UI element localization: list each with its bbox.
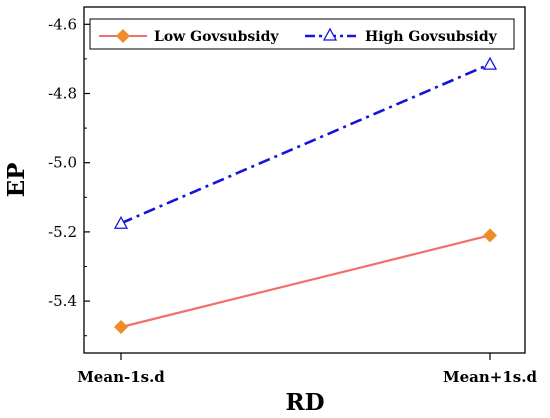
x-tick-label: Mean+1s.d <box>443 368 537 386</box>
series-line-1 <box>120 62 491 225</box>
series-layer <box>113 56 498 335</box>
y-axis: -5.4 -5.2 -5.0 -4.8 -4.6 <box>48 15 90 337</box>
y-tick-label: -5.4 <box>48 292 77 310</box>
legend-marker-high-govsubsidy <box>322 27 338 41</box>
legend-marker-low-govsubsidy <box>116 29 130 43</box>
y-tick-label: -4.8 <box>48 85 77 103</box>
x-axis-title: RD <box>285 389 324 416</box>
y-tick-label: -5.2 <box>48 223 77 241</box>
x-tick-label: Mean-1s.d <box>77 368 165 386</box>
data-point-triangle <box>482 56 498 70</box>
legend-label-high-govsubsidy: High Govsubsidy <box>365 29 498 45</box>
plot-frame <box>83 6 526 354</box>
data-point-diamond <box>114 320 128 335</box>
legend: Low Govsubsidy High Govsubsidy <box>89 18 515 50</box>
y-tick-label: -5.0 <box>48 154 77 172</box>
y-axis-title: EP <box>3 163 30 198</box>
data-point-diamond <box>483 228 497 243</box>
data-point-triangle <box>113 215 129 229</box>
legend-box <box>89 18 515 50</box>
y-tick-label: -4.6 <box>48 15 77 33</box>
series-line-0 <box>120 234 491 329</box>
x-axis: Mean-1s.d Mean+1s.d <box>77 353 537 386</box>
legend-label-low-govsubsidy: Low Govsubsidy <box>154 29 279 45</box>
